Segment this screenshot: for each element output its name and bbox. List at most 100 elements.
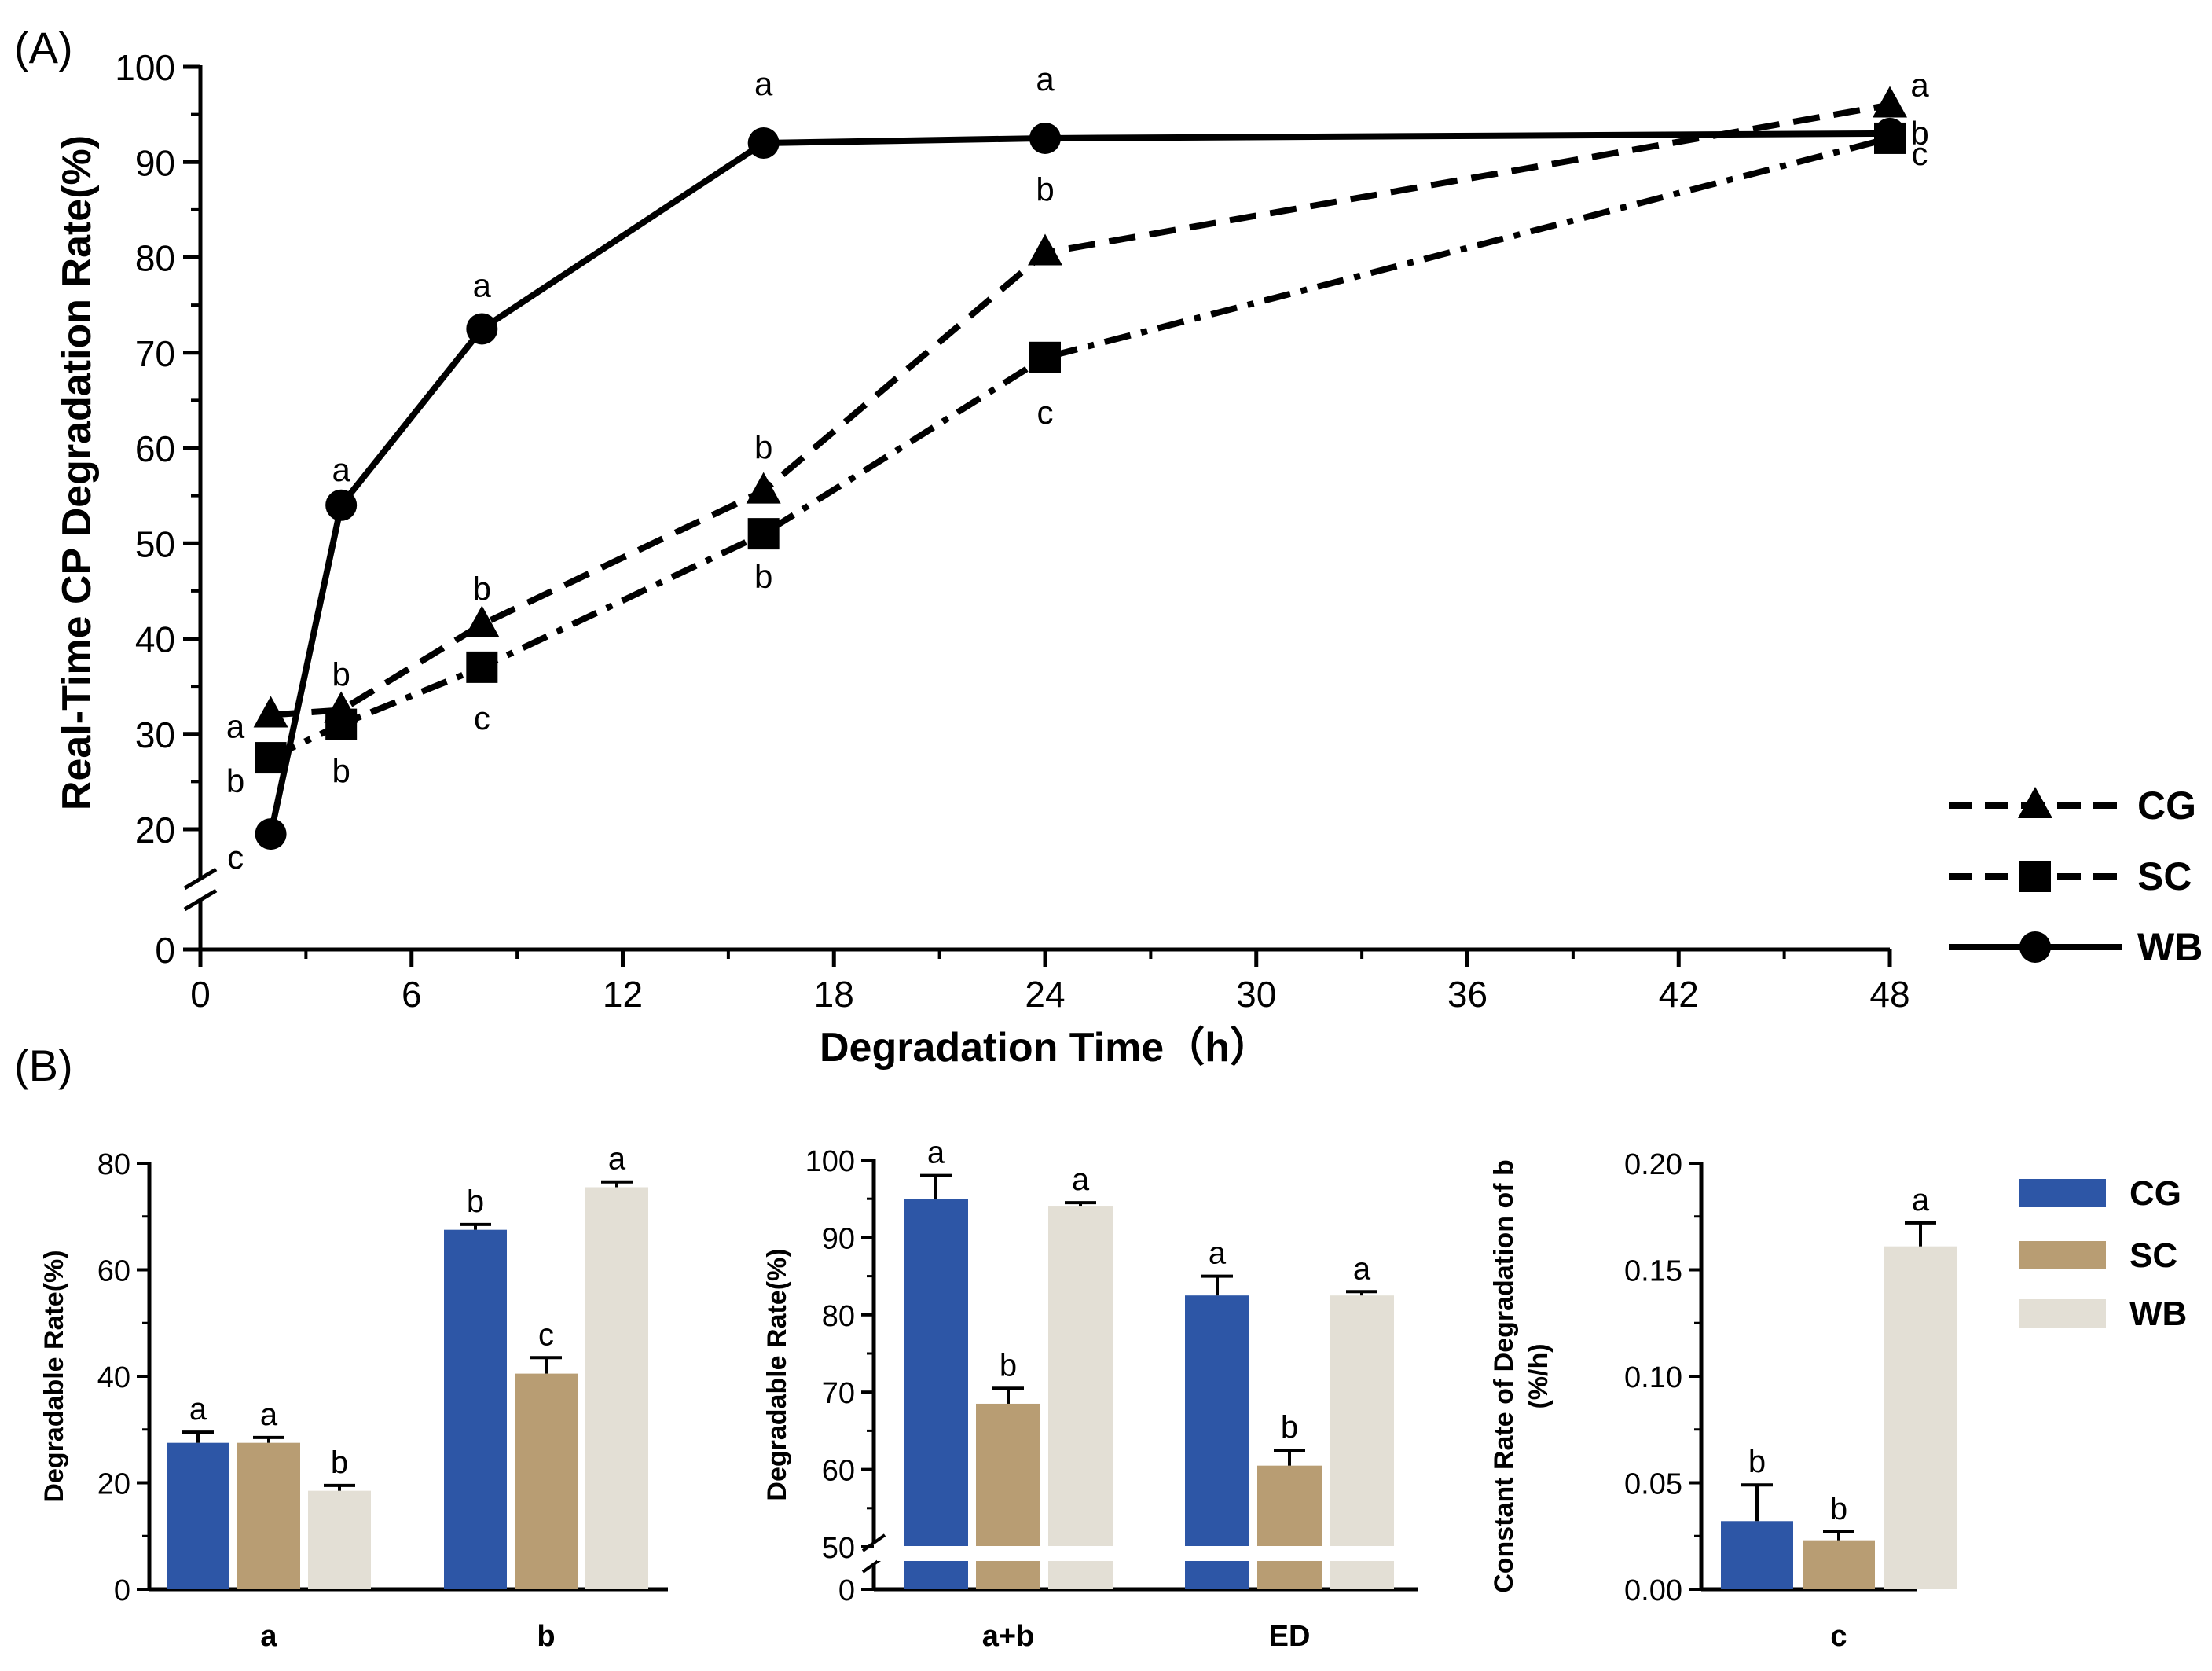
significance-letter-wb: c [227, 839, 244, 876]
significance-letter-wb: a [1072, 1162, 1090, 1197]
bar-chart-c: 0.00 0.05 0.10 0.15 0.20 Constant Rate of Deg… [1489, 1148, 1957, 1653]
bar-chart-ab-ed: 0 50 60 70 80 90 100 Degradable Rate(%) a b a a+b a b… [762, 1136, 1421, 1653]
bar-wb [585, 1187, 648, 1589]
y-tick-label: 100 [805, 1145, 855, 1178]
x-category-label: c [1830, 1620, 1847, 1653]
y-tick-label: 20 [97, 1468, 130, 1501]
x-tick-label: 36 [1447, 974, 1488, 1015]
y-tick-label: 0 [155, 930, 175, 971]
y-tick-label: 80 [822, 1300, 855, 1333]
y-axis-title: Degradable Rate(%) [39, 1250, 69, 1502]
significance-letter-sc: a [260, 1397, 278, 1432]
significance-letter-sc: b [1000, 1348, 1017, 1383]
bar-cg [167, 1442, 229, 1589]
legend-label-wb: WB [2137, 925, 2203, 969]
y-tick-label: 40 [135, 619, 175, 660]
bar-wb [308, 1490, 371, 1589]
x-category-label: b [537, 1620, 555, 1653]
bar-wb [1884, 1246, 1957, 1589]
x-tick-label: 0 [190, 974, 211, 1015]
significance-letter-cg: b [467, 1184, 484, 1219]
y-tick-label: 0.15 [1624, 1255, 1682, 1288]
y-tick-label: 30 [135, 714, 175, 755]
significance-letter-cg: a [226, 708, 245, 745]
data-point-sc [466, 651, 498, 683]
significance-letter-wb: a [1912, 1183, 1930, 1217]
significance-letter-wb: a [608, 1142, 626, 1177]
x-tick-label: 42 [1659, 974, 1699, 1015]
bar-legend: CG SC WB [2019, 1174, 2187, 1333]
y-tick-label: 90 [822, 1222, 855, 1255]
y-tick-label: 20 [135, 810, 175, 850]
series-line-wb [267, 130, 1891, 835]
legend-marker-wb [2019, 931, 2051, 963]
y-tick-label: 60 [135, 428, 175, 469]
y-axis-break-mark [183, 888, 218, 912]
line-chart: 0 20 30 40 50 60 70 80 90 100 0 6 12 18 24 30 36 42 48 Degr… [54, 47, 2203, 1071]
y-tick-label: 0.00 [1624, 1574, 1682, 1607]
y-tick-label: 60 [97, 1255, 130, 1288]
y-axis-title: Constant Rate of Degradation of b [1489, 1159, 1519, 1593]
legend-label-cg: CG [2137, 784, 2196, 828]
bar-sc [515, 1373, 578, 1589]
data-point-cg [1873, 86, 1907, 118]
legend-label-sc: SC [2137, 854, 2192, 898]
data-point-cg [746, 472, 781, 504]
significance-letter-cg: b [754, 429, 772, 466]
bar-sc [237, 1442, 300, 1589]
x-tick-label: 30 [1236, 974, 1276, 1015]
panel-b-label: (B) [14, 1041, 73, 1090]
legend-label-sc: SC [2129, 1236, 2177, 1275]
significance-letter-cg: b [332, 656, 350, 692]
y-tick-label: 0 [838, 1574, 855, 1607]
data-point-wb [325, 489, 358, 521]
y-tick-label: 80 [97, 1148, 130, 1181]
legend-swatch-wb [2019, 1299, 2106, 1328]
series-line-sc [269, 135, 1891, 761]
y-tick-label: 60 [822, 1455, 855, 1488]
data-point-cg [1028, 233, 1062, 266]
y-tick-label: 100 [115, 47, 175, 88]
x-tick-label: 12 [603, 974, 643, 1015]
x-category-label: ED [1269, 1620, 1311, 1653]
bar-cg [1721, 1521, 1793, 1589]
legend-marker-cg [2018, 787, 2052, 818]
y-tick-label: 50 [822, 1532, 855, 1565]
y-axis-title: Degradable Rate(%) [762, 1248, 792, 1500]
bar-cg [444, 1229, 507, 1589]
significance-letter-sc: c [538, 1317, 554, 1352]
significance-letter-cg: b [473, 570, 491, 607]
significance-letter-wb: a [1036, 61, 1055, 97]
significance-letter-wb: b [331, 1445, 348, 1480]
data-point-wb [1874, 117, 1906, 149]
significance-letter-sc: b [1281, 1410, 1298, 1445]
legend-label-wb: WB [2129, 1295, 2187, 1333]
significance-letter-wb: a [473, 266, 492, 303]
legend-marker-sc [2019, 861, 2051, 892]
y-tick-label: 0 [114, 1574, 130, 1607]
x-axis-title: Degradation Time（h） [820, 1025, 1271, 1071]
y-tick-label: 0.05 [1624, 1468, 1682, 1501]
x-tick-label: 48 [1869, 974, 1909, 1015]
bar-wb [1330, 1295, 1394, 1589]
data-point-sc [255, 742, 287, 774]
y-tick-label: 70 [135, 333, 175, 374]
y-tick-label: 40 [97, 1361, 130, 1394]
bar-cg [1185, 1295, 1249, 1589]
y-tick-label: 0.20 [1624, 1148, 1682, 1181]
y-tick-label: 0.10 [1624, 1361, 1682, 1394]
bar-wb [1048, 1206, 1113, 1589]
y-tick-label: 70 [822, 1377, 855, 1410]
data-point-cg [464, 605, 500, 637]
x-category-label: a+b [982, 1620, 1035, 1653]
significance-letter-wb: a [754, 65, 773, 102]
x-category-label: a [260, 1620, 277, 1653]
significance-letter-cg: a [927, 1136, 945, 1170]
data-point-wb [255, 818, 287, 850]
significance-letter-sc: b [1830, 1492, 1847, 1526]
x-tick-label: 18 [814, 974, 854, 1015]
bar-chart-a-b: 0 20 40 60 80 Degradable Rate(%) a a b a b c a b [39, 1142, 668, 1653]
y-tick-label: 50 [135, 523, 175, 564]
significance-letter-cg: a [1209, 1236, 1227, 1271]
